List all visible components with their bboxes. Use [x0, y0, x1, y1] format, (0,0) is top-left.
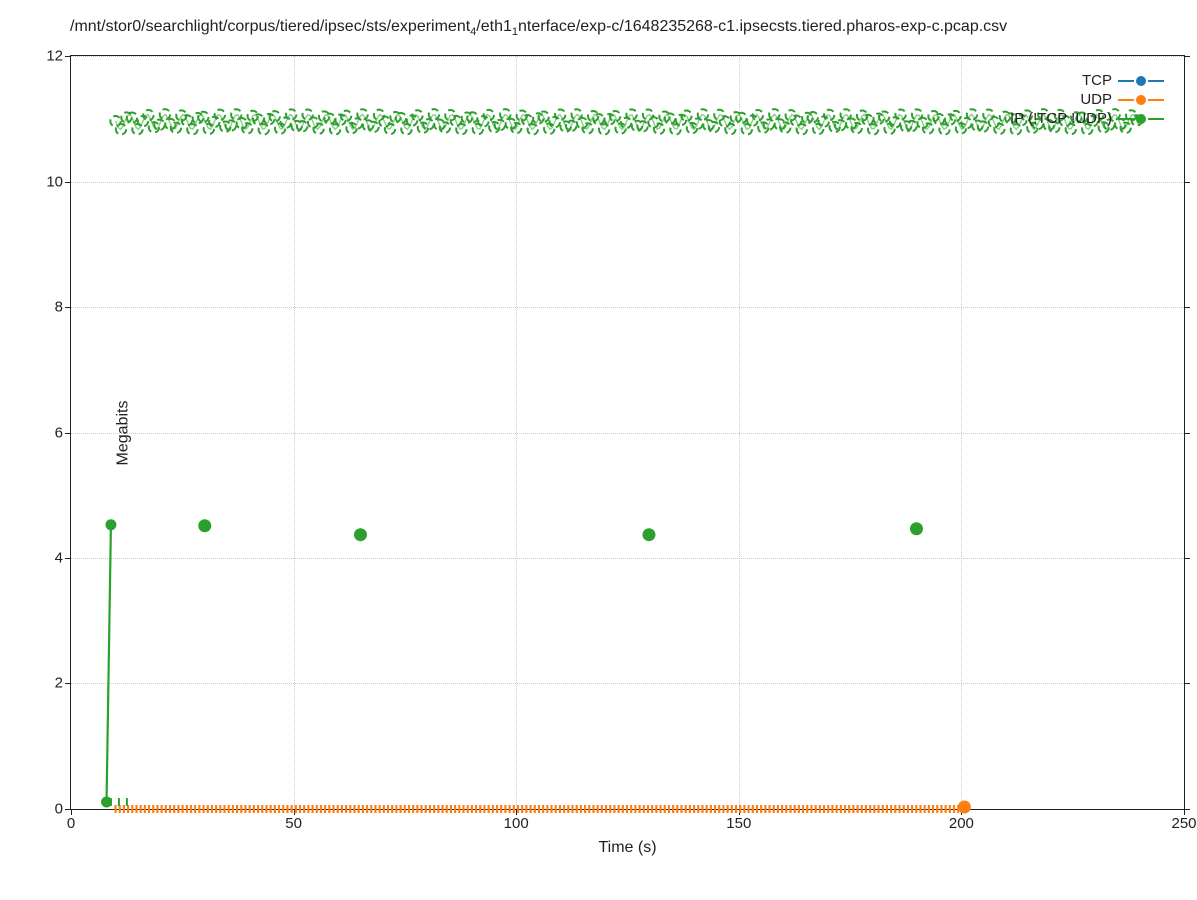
legend-line-tcp-2: [1148, 80, 1164, 82]
xtick-label-0: 0: [67, 815, 75, 832]
xtick-label-200: 200: [949, 815, 974, 832]
legend-row-ip: IP (!TCP !UDP): [1010, 110, 1164, 127]
chart-title: /mnt/stor0/searchlight/corpus/tiered/ips…: [70, 18, 1007, 38]
legend-line-udp: [1118, 99, 1134, 101]
legend-label-ip: IP (!TCP !UDP): [1010, 110, 1112, 127]
ip-rise-line: [107, 525, 111, 802]
udp-series-ticks: [116, 805, 959, 813]
ytick-label-2: 2: [23, 675, 63, 692]
xtick-label-150: 150: [726, 815, 751, 832]
legend-line-tcp: [1118, 80, 1134, 82]
legend-label-tcp: TCP: [1082, 72, 1112, 89]
xtick-label-50: 50: [285, 815, 302, 832]
x-axis-label: Time (s): [598, 839, 656, 857]
ytick-label-10: 10: [23, 173, 63, 190]
ip-dip-marker-4[interactable]: [910, 522, 923, 535]
ip-rise-start-marker[interactable]: [101, 797, 112, 808]
ip-rise-mid-marker[interactable]: [105, 519, 116, 530]
udp-end-marker[interactable]: [958, 801, 971, 814]
legend-line-ip-2: [1148, 118, 1164, 120]
ytick-label-12: 12: [23, 48, 63, 65]
ytick-label-0: 0: [23, 801, 63, 818]
ip-dip-marker-2[interactable]: [354, 528, 367, 541]
y-axis-label: Megabits: [114, 400, 132, 465]
title-text-segment: /mnt/stor0/searchlight/corpus/tiered/ips…: [70, 18, 470, 35]
legend-label-udp: UDP: [1080, 91, 1112, 108]
ytick-label-4: 4: [23, 550, 63, 567]
ip-dip-marker-3[interactable]: [642, 528, 655, 541]
legend-dot-tcp: [1136, 76, 1146, 86]
chart-data-svg: [71, 56, 1184, 809]
xtick-label-250: 250: [1171, 815, 1196, 832]
legend-row-tcp: TCP: [1010, 72, 1164, 89]
ip-dip-marker-1[interactable]: [198, 519, 211, 532]
ip-oscillation-series: [110, 109, 1142, 134]
legend-row-udp: UDP: [1010, 91, 1164, 108]
plot-area: 12 10 8 6 4 2 0 0 50 100 150 200 250: [70, 55, 1185, 810]
ytick-label-6: 6: [23, 424, 63, 441]
chart-root: /mnt/stor0/searchlight/corpus/tiered/ips…: [0, 0, 1197, 900]
legend-dot-udp: [1136, 95, 1146, 105]
xtick-label-100: 100: [504, 815, 529, 832]
legend-line-ip: [1118, 118, 1134, 120]
title-text-segment: /eth1: [476, 18, 512, 35]
legend-dot-ip: [1136, 114, 1146, 124]
ip-series-start-ticks: [111, 798, 127, 806]
title-text-segment: nterface/exp-c/1648235268-c1.ipsecsts.ti…: [518, 18, 1007, 35]
legend-box: TCP UDP IP (!TCP !UDP): [1000, 66, 1174, 135]
ytick-label-8: 8: [23, 298, 63, 315]
legend-line-udp-2: [1148, 99, 1164, 101]
